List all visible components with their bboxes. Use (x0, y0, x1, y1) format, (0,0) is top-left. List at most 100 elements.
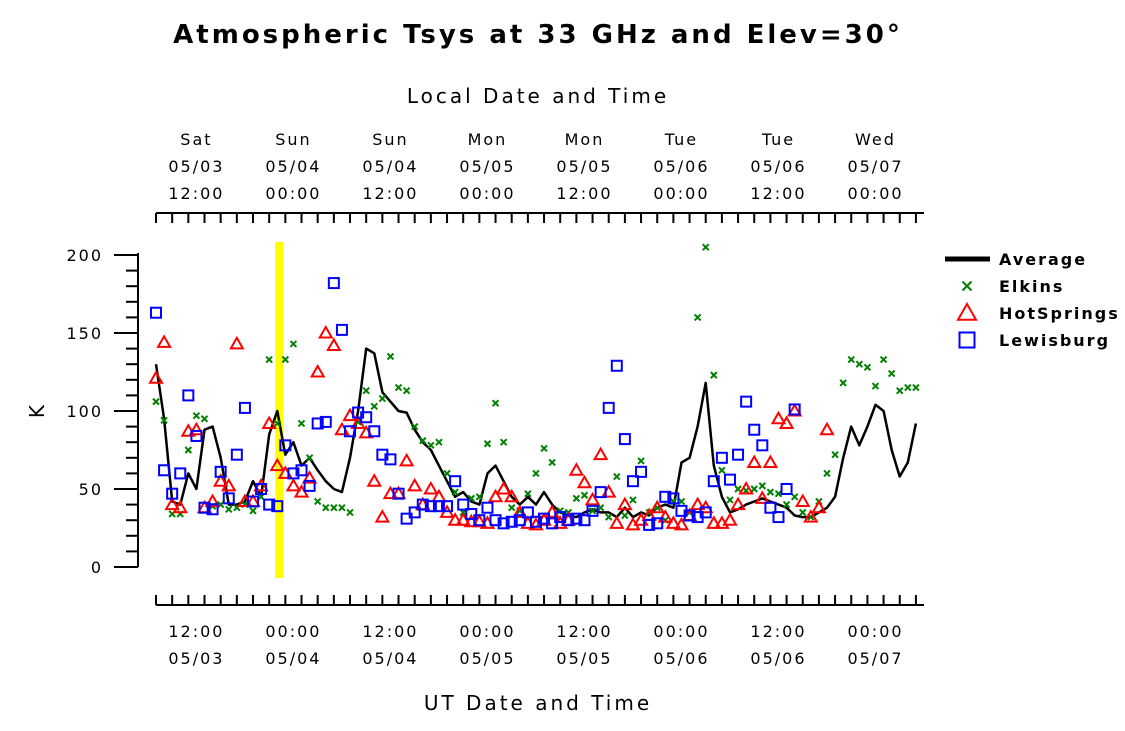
elkins-point (507, 504, 516, 512)
elkins-point-stroke (491, 399, 500, 407)
elkins-point (184, 446, 193, 454)
elkins-point-stroke (726, 496, 734, 504)
legend-label-lewisburg: Lewisburg (999, 331, 1110, 350)
lewisburg-point (247, 495, 260, 508)
chart-title: Atmospheric Tsys at 33 GHz and Elev=30° (173, 20, 903, 50)
elkins-point-stroke (225, 505, 233, 513)
elkins-point (386, 352, 395, 361)
elkins-point (370, 402, 378, 411)
top-tick-day-label: Sun (275, 130, 311, 149)
lewisburg-point (271, 500, 284, 513)
elkins-point-stroke (160, 416, 168, 425)
elkins-point-stroke (799, 508, 807, 517)
legend-item-elkins: Elkins (961, 277, 1062, 296)
elkins-point-stroke (184, 446, 193, 454)
elkins-point-stroke (782, 500, 791, 509)
hotsprings-point (795, 493, 811, 507)
lewisburg-point (182, 389, 195, 402)
top-tick-time-label: 00:00 (265, 184, 321, 203)
hotsprings-point (172, 499, 188, 514)
elkins-point (402, 387, 411, 395)
elkins-point-stroke (370, 402, 378, 411)
elkins-point-stroke (734, 485, 742, 493)
lewisburg-point (198, 501, 211, 514)
hotsprings-point (495, 480, 512, 495)
hotsprings-point (253, 477, 269, 492)
y-tick-label: 0 (91, 558, 103, 577)
lewisburg-point (732, 448, 745, 461)
legend-item-lewisburg: Lewisburg (958, 331, 1110, 350)
elkins-point-stroke (637, 457, 645, 465)
elkins-point-stroke (871, 382, 880, 390)
legend: Average Elkins HotSprings Lewisburg (945, 250, 1118, 350)
elkins-point (330, 504, 338, 512)
elkins-point (467, 494, 475, 503)
bottom-tick-time-label: 00:00 (653, 622, 709, 641)
elkins-point (281, 355, 290, 364)
elkins-point (831, 450, 839, 459)
hotsprings-point (269, 457, 285, 472)
elkins-point (605, 513, 613, 521)
top-tick-day-label: Tue (664, 130, 698, 149)
elkins-point-stroke (499, 438, 508, 446)
elkins-point (677, 497, 686, 506)
elkins-point (160, 416, 168, 425)
elkins-point-stroke (281, 355, 290, 364)
elkins-point-stroke (605, 513, 613, 521)
elkins-point-stroke (839, 379, 847, 387)
legend-item-average: Average (945, 250, 1085, 269)
elkins-point-stroke (435, 438, 443, 446)
elkins-point (297, 419, 306, 428)
elkins-point (410, 422, 419, 431)
series-elkins (152, 243, 920, 524)
elkins-point-stroke (362, 387, 370, 395)
lewisburg-point (457, 498, 470, 511)
elkins-point-stroke (572, 494, 581, 503)
lewisburg-point (554, 511, 567, 524)
elkins-point-stroke (750, 485, 758, 493)
lewisburg-point (473, 514, 486, 527)
lewisburg-point (602, 401, 615, 414)
hotsprings-point (657, 509, 674, 523)
bottom-tick-time-label: 12:00 (750, 622, 806, 641)
lewisburg-point (610, 359, 623, 372)
elkins-point-stroke (677, 497, 686, 506)
highlight-band (275, 242, 284, 578)
elkins-point (734, 485, 742, 493)
elkins-point (847, 355, 855, 364)
hotsprings-point (261, 415, 277, 429)
top-tick-date-label: 05/06 (653, 157, 709, 176)
lewisburg-point (659, 490, 672, 503)
elkins-point-stroke (483, 440, 492, 448)
legend-swatch-elkins-stroke (961, 280, 973, 292)
elkins-point-stroke (410, 422, 419, 431)
lewisburg-point (287, 467, 300, 480)
highlight-band-layer (275, 242, 284, 578)
elkins-point (483, 440, 492, 448)
top-tick-date-label: 05/06 (750, 157, 806, 176)
elkins-point-stroke (621, 511, 629, 520)
top-tick-date-label: 05/07 (847, 157, 903, 176)
hotsprings-point (746, 454, 762, 468)
hotsprings-point (431, 488, 447, 503)
hotsprings-point (309, 363, 326, 378)
bottom-tick-time-label: 12:00 (362, 622, 418, 641)
elkins-point-stroke (879, 355, 888, 364)
bottom-tick-time-label: 00:00 (265, 622, 321, 641)
hotsprings-point (665, 515, 682, 529)
lewisburg-point (707, 475, 720, 488)
elkins-point-stroke (912, 383, 920, 392)
hotsprings-point (617, 496, 633, 511)
bottom-tick-time-label: 00:00 (847, 622, 903, 641)
bottom-tick-time-label: 12:00 (168, 622, 224, 641)
elkins-point-stroke (386, 352, 395, 361)
elkins-point (588, 507, 597, 515)
top-tick-day-label: Mon (468, 130, 508, 149)
lewisburg-point (546, 517, 559, 530)
lewisburg-point (513, 514, 526, 527)
elkins-point-stroke (419, 436, 427, 445)
elkins-point (273, 419, 281, 428)
bottom-axis: 12:00 05/03 00:00 05/04 12:00 05/04 00:00 05/05… (155, 595, 924, 668)
lewisburg-point (222, 492, 235, 505)
elkins-point (475, 493, 484, 501)
